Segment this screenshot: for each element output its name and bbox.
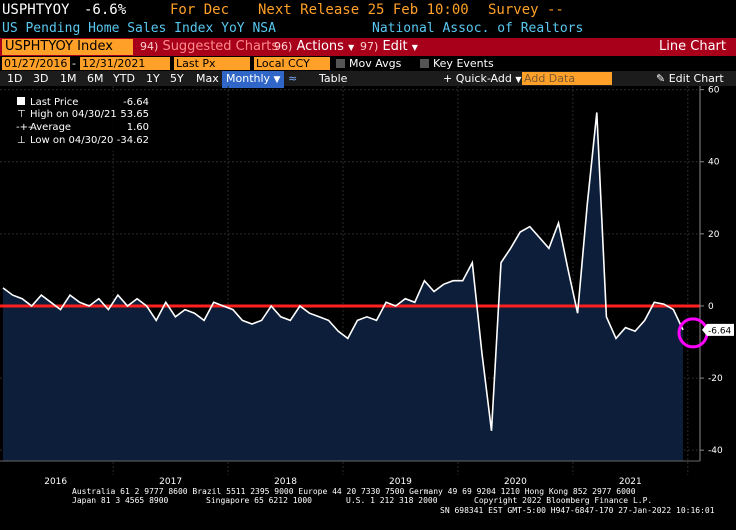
last-value-tag (702, 323, 734, 336)
period-label: For Dec (170, 2, 230, 18)
ticker-field[interactable]: USPHTYOY Index (2, 39, 133, 55)
security-description: US Pending Home Sales Index YoY NSA (2, 21, 276, 36)
suggested-charts-label: Suggested Charts (162, 39, 279, 54)
price-field-select[interactable]: Last Px (174, 57, 250, 70)
checkbox-icon (420, 59, 429, 68)
y-tick-label: 20 (708, 230, 720, 240)
x-year-label: 2021 (619, 477, 642, 487)
date-separator: - (72, 57, 76, 70)
edit-number: 97) (360, 40, 379, 53)
actions-number: 96) (274, 40, 293, 53)
legend-last-price-value: -6.64 (123, 97, 149, 108)
start-date-field[interactable]: 01/27/2016 (2, 57, 70, 70)
x-year-label: 2020 (504, 477, 527, 487)
period-1d-button[interactable]: 1D (7, 72, 23, 85)
legend-high-marker-icon: ⊤ (17, 109, 26, 120)
y-tick-label: 60 (708, 86, 720, 96)
chevron-down-icon: ▼ (273, 75, 281, 85)
last-value-marker: -6.64 (677, 317, 734, 349)
chart-type-title: Line Chart (659, 39, 726, 54)
period-max-button[interactable]: Max (196, 72, 219, 85)
footer-copyright: Copyright 2022 Bloomberg Finance L.P. (474, 496, 653, 505)
suggested-charts-button[interactable]: 94) Suggested Charts (140, 39, 278, 55)
actions-label: Actions (296, 39, 344, 54)
chart-toolbar: USPHTYOY Index 94) Suggested Charts 96) … (0, 38, 736, 56)
chevron-down-icon: ▼ (411, 43, 418, 52)
series-line-last-price[interactable] (2, 112, 684, 431)
quick-add-label: Quick-Add (455, 72, 512, 85)
line-chart-icon[interactable]: ≈ (288, 72, 298, 85)
suggested-charts-number: 94) (140, 40, 159, 53)
legend-low-marker-icon: ⊥ (17, 135, 26, 146)
legend-average-marker-icon: -+- (16, 122, 32, 133)
x-year-label: 2017 (159, 477, 182, 487)
x-axis: 2016 2017 2018 2019 2020 2021 (0, 460, 700, 487)
last-value-label: -6.64 (708, 326, 732, 336)
actions-button[interactable]: 96) Actions ▼ (274, 39, 354, 55)
add-data-input[interactable]: Add Data (522, 72, 612, 85)
legend-last-price-label: Last Price (30, 97, 78, 108)
data-source: National Assoc. of Realtors (372, 21, 584, 36)
mov-avgs-toggle[interactable]: Mov Avgs (336, 56, 401, 71)
currency-select[interactable]: Local CCY (254, 57, 330, 70)
y-tick-label: -20 (708, 374, 723, 384)
key-events-label: Key Events (433, 57, 494, 70)
next-release-label: Next Release 25 Feb 10:00 (258, 2, 469, 18)
footer-phone-numbers: Australia 61 2 9777 8600 Brazil 5511 239… (72, 487, 636, 496)
legend-average-label: Average (30, 122, 71, 133)
x-year-label: 2019 (389, 477, 412, 487)
legend-high-label: High on 04/30/21 (30, 109, 117, 120)
series-area-fill (3, 112, 683, 461)
footer-session-info: SN 698341 EST GMT-5:00 H947-6847-170 27-… (440, 506, 715, 515)
checkbox-icon (336, 59, 345, 68)
plus-icon: + (443, 72, 453, 85)
legend-high-value: 53.65 (120, 109, 149, 120)
pencil-icon: ✎ (656, 72, 666, 85)
line-chart[interactable]: 60 40 20 0 -20 -40 2016 2017 2018 2019 2020 2021 -… (0, 86, 736, 488)
edit-chart-button[interactable]: ✎ Edit Chart (656, 71, 724, 86)
edit-label: Edit (382, 39, 408, 54)
edit-chart-label: Edit Chart (668, 72, 724, 85)
legend-low-label: Low on 04/30/20 (30, 135, 113, 146)
footer-singapore-phone: Singapore 65 6212 1000 (206, 496, 312, 505)
key-events-toggle[interactable]: Key Events (420, 56, 494, 71)
chevron-down-icon: ▼ (515, 75, 522, 84)
y-tick-label: 40 (708, 158, 720, 168)
chevron-down-icon: ▼ (348, 43, 355, 52)
highlight-circle (677, 317, 709, 349)
period-1y-button[interactable]: 1Y (146, 72, 160, 85)
frequency-select[interactable]: Monthly ▼ (222, 71, 285, 88)
chart-controls: 01/27/2016 - 12/31/2021 Last Px Local CC… (0, 56, 736, 71)
footer-us-phone: U.S. 1 212 318 2000 (346, 496, 438, 505)
footer-japan-phone: Japan 81 3 4565 8900 (72, 496, 169, 505)
y-tick-label: -40 (708, 446, 723, 456)
edit-button[interactable]: 97) Edit ▼ (360, 39, 418, 55)
mov-avgs-label: Mov Avgs (349, 57, 402, 70)
y-tick-label: 0 (708, 302, 714, 312)
ticker-symbol: USPHTYOY (2, 2, 70, 18)
table-button[interactable]: Table (319, 72, 348, 85)
period-6m-button[interactable]: 6M (87, 72, 104, 85)
survey-label: Survey -- (488, 2, 564, 18)
legend-low-value: -34.62 (117, 135, 149, 146)
period-1m-button[interactable]: 1M (60, 72, 77, 85)
legend-average-value: 1.60 (127, 122, 149, 133)
period-5y-button[interactable]: 5Y (170, 72, 184, 85)
security-description-row: US Pending Home Sales Index YoY NSA Nati… (0, 20, 736, 38)
period-3d-button[interactable]: 3D (33, 72, 49, 85)
period-ytd-button[interactable]: YTD (113, 72, 135, 85)
y-axis: 60 40 20 0 -20 -40 (699, 86, 723, 461)
security-header: USPHTYOY -6.6% For Dec Next Release 25 F… (0, 0, 736, 20)
x-year-label: 2016 (44, 477, 67, 487)
chart-legend: Last Price -6.64 ⊤ High on 04/30/21 53.6… (0, 91, 155, 151)
end-date-field[interactable]: 12/31/2021 (80, 57, 170, 70)
time-range-bar: 1D 3D 1M 6M YTD 1Y 5Y Max Monthly ▼ ≈ Ta… (0, 71, 736, 88)
quick-add-button[interactable]: + Quick-Add ▼ (443, 71, 522, 87)
legend-swatch-icon (17, 97, 25, 105)
latest-value: -6.6% (84, 2, 127, 18)
frequency-label: Monthly (226, 72, 271, 85)
x-year-label: 2018 (274, 477, 297, 487)
legend-background (0, 91, 155, 151)
